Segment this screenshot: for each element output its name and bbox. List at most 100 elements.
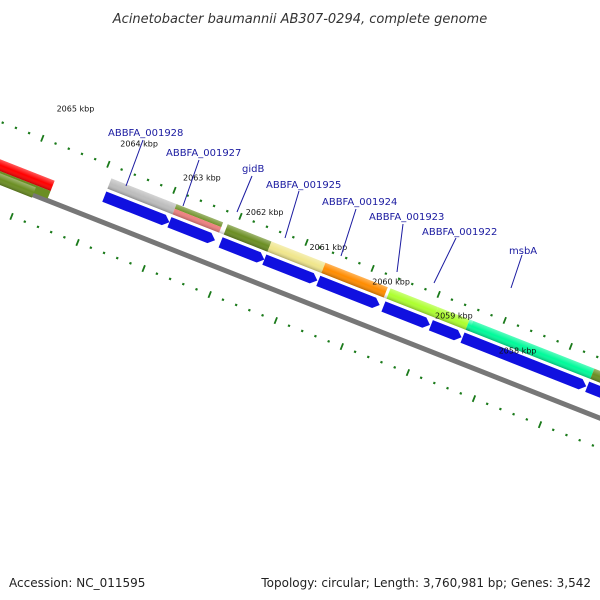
minor-tick (512, 412, 516, 416)
major-tick (405, 369, 411, 377)
minor-tick (36, 225, 40, 229)
minor-tick (168, 277, 172, 281)
minor-tick (23, 220, 27, 224)
minor-tick (446, 386, 449, 390)
cds-arrow (460, 332, 587, 390)
minor-tick (542, 334, 546, 338)
major-tick (436, 290, 441, 299)
minor-tick (344, 256, 348, 260)
tick-label: 2059 kbp (435, 312, 473, 321)
major-tick (172, 186, 177, 194)
minor-tick (54, 142, 57, 145)
gene-label: ABBFA_001922 (422, 227, 497, 238)
gene-leaders (125, 139, 523, 289)
minor-tick (525, 418, 529, 421)
minor-tick (89, 246, 93, 250)
leader-line (396, 223, 404, 273)
minor-tick (146, 178, 150, 182)
outer-tick-ring (1, 121, 599, 359)
gene-labels: ABBFA_001928 ABBFA_001927 gidB ABBFA_001… (108, 128, 537, 257)
minor-tick (49, 230, 53, 234)
minor-tick (225, 209, 229, 213)
gene-label: ABBFA_001928 (108, 128, 183, 139)
minor-tick (380, 360, 383, 364)
minor-tick (516, 324, 520, 328)
major-tick (370, 264, 375, 273)
minor-tick (313, 334, 317, 338)
minor-tick (278, 230, 282, 234)
minor-tick (212, 204, 216, 208)
minor-tick (357, 261, 361, 265)
leader-line (125, 139, 144, 187)
cds-arrow (262, 254, 318, 284)
minor-tick (195, 287, 198, 291)
minor-tick (393, 365, 397, 369)
leader-line (236, 175, 253, 213)
leader-line (340, 208, 357, 257)
major-tick (304, 238, 309, 246)
major-tick (75, 238, 80, 247)
minor-tick (181, 282, 185, 286)
minor-tick (291, 235, 295, 239)
cds-arrow (316, 275, 380, 308)
minor-tick (80, 152, 84, 156)
minor-tick (115, 256, 119, 260)
minor-tick (27, 131, 31, 135)
minor-tick (397, 277, 401, 281)
accession-text: Accession: NC_011595 (9, 576, 145, 590)
minor-tick (234, 303, 238, 307)
tick-label: 2060 kbp (372, 277, 410, 286)
major-tick (141, 264, 146, 273)
minor-tick (595, 355, 599, 359)
major-tick (471, 395, 477, 403)
cds-arrow (428, 320, 462, 341)
minor-tick (327, 339, 331, 343)
feature-shading (0, 157, 600, 405)
minor-tick (384, 272, 388, 276)
major-tick (238, 212, 243, 220)
minor-tick (67, 147, 71, 151)
minor-tick (199, 199, 203, 203)
cds-arrow (102, 191, 170, 226)
tick-labels: 2065 kbp 2064 kbp 2063 kbp 2062 kbp 2061… (57, 105, 537, 356)
minor-tick (62, 235, 66, 239)
minor-tick (459, 391, 463, 395)
major-tick (207, 290, 212, 299)
minor-tick (318, 246, 322, 250)
leader-line (284, 190, 300, 239)
major-tick (568, 342, 573, 351)
minor-tick (578, 438, 582, 442)
tick-label: 2058 kbp (499, 346, 537, 355)
major-tick (273, 316, 278, 325)
tick-label: 2061 kbp (309, 243, 347, 252)
leader-line (433, 237, 457, 284)
minor-tick (331, 251, 335, 255)
gene-label: gidB (242, 164, 264, 175)
minor-tick (529, 329, 533, 333)
gene-label: ABBFA_001925 (266, 180, 341, 191)
cds-arrow (218, 237, 265, 263)
major-tick (502, 316, 507, 325)
minor-tick (159, 183, 163, 187)
minor-tick (551, 428, 555, 432)
minor-tick (424, 287, 427, 291)
leader-line (182, 159, 200, 207)
minor-tick (14, 126, 18, 130)
gene-label: ABBFA_001924 (322, 197, 397, 208)
major-tick (339, 342, 344, 351)
cds-arrow (381, 301, 430, 328)
inner-tick-ring (9, 212, 595, 447)
major-tick (40, 134, 45, 142)
minor-tick (556, 339, 560, 343)
minor-tick (366, 355, 370, 359)
tick-label: 2064 kbp (120, 139, 158, 148)
major-tick (106, 160, 111, 168)
minor-tick (419, 376, 423, 380)
minor-tick (432, 381, 436, 385)
minor-tick (1, 121, 5, 125)
minor-tick (591, 444, 595, 447)
gene-label: ABBFA_001927 (166, 148, 241, 159)
genome-summary-text: Topology: circular; Length: 3,760,981 bp… (260, 576, 591, 590)
gene-label: msbA (509, 246, 537, 257)
